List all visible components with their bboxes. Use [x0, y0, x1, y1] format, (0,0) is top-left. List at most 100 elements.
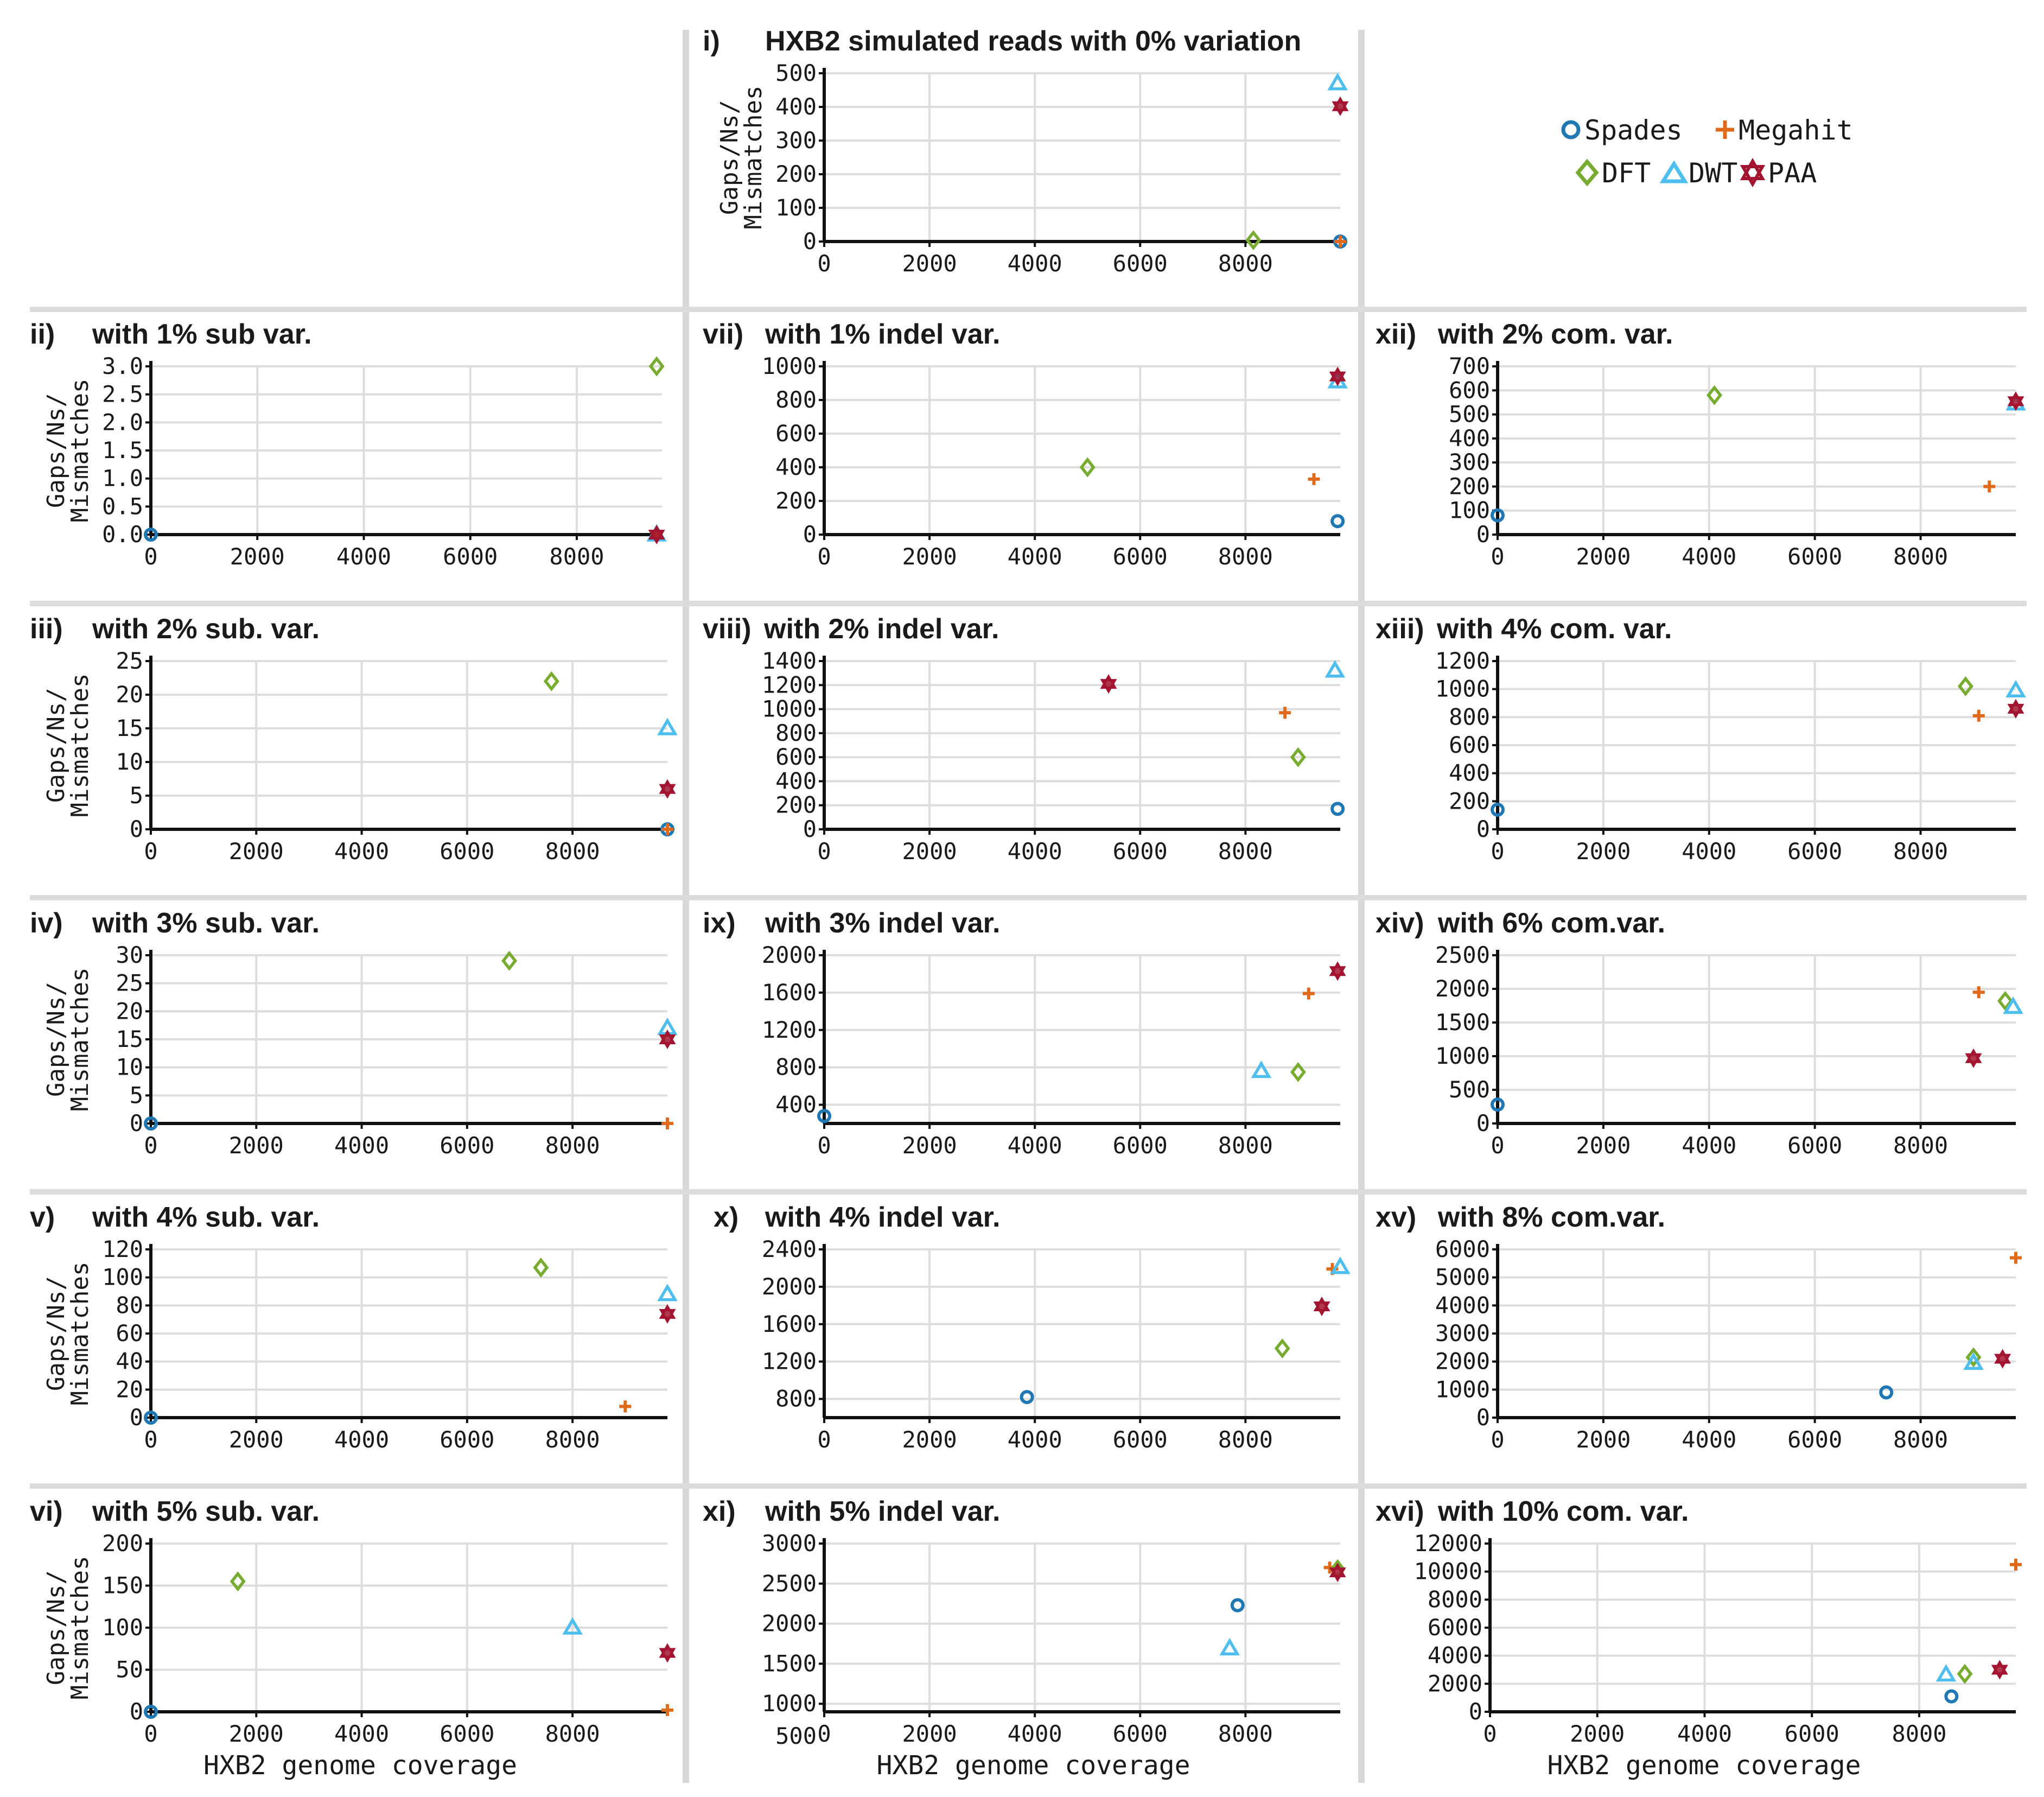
y-tick-label: 100 — [102, 1264, 143, 1291]
chart-panel-number: ii) — [30, 319, 55, 350]
chart-point-spades — [144, 1411, 158, 1425]
chart-point-paa — [648, 524, 665, 545]
y-tick-label: 4000 — [1428, 1642, 1482, 1669]
y-tick-label: 1200 — [1435, 647, 1490, 674]
y-tick-label: 200 — [775, 161, 817, 187]
chart-point-spades — [1879, 1385, 1894, 1400]
y-tick-label: 0 — [130, 816, 143, 842]
x-tick-label: 2000 — [902, 1132, 957, 1159]
x-tick-label: 0 — [144, 543, 157, 570]
x-tick-label: 4000 — [1008, 1426, 1062, 1453]
y-tick-label: 0.5 — [102, 493, 143, 519]
x-tick-label: 4000 — [1682, 1132, 1736, 1159]
y-tick-label: 1400 — [762, 647, 817, 674]
y-tick-label: 6000 — [1435, 1236, 1490, 1262]
chart-point-paa — [659, 1304, 676, 1324]
x-tick-label: 0 — [1483, 1720, 1497, 1747]
chart-point-megahit — [2010, 1252, 2022, 1264]
y-tick-label: 300 — [775, 127, 817, 154]
y-tick-label: 2500 — [762, 1570, 817, 1597]
chart-point-paa — [659, 1643, 676, 1663]
x-tick-label: 0 — [144, 1132, 157, 1159]
x-tick-label: 2000 — [902, 543, 957, 570]
chart-panel-viii: viii) with 2% indel var.0 2000 4000 6000 8000… — [703, 613, 1346, 865]
x-axis-label: HXB2 genome coverage — [203, 1750, 517, 1781]
chart-point-spades — [817, 1109, 831, 1123]
x-tick-label: 6000 — [1787, 838, 1842, 865]
chart-point-paa — [1994, 1349, 2011, 1369]
chart-point-dft — [1079, 457, 1096, 478]
y-tick-label: 2500 — [1435, 942, 1490, 968]
y-tick-label: 800 — [775, 386, 817, 413]
y-tick-label: 2.5 — [102, 381, 143, 408]
legend-dwt-marker — [1659, 160, 1689, 183]
y-axis-label-line: Mismatches — [66, 1556, 94, 1700]
chart-point-spades — [1330, 802, 1345, 816]
chart-point-dft — [1957, 1663, 1973, 1684]
x-tick-label: 8000 — [545, 1720, 600, 1747]
y-tick-label: 15 — [116, 715, 143, 741]
x-tick-label: 2000 — [1576, 1426, 1631, 1453]
y-tick-label: 1000 — [762, 353, 817, 379]
x-tick-label: 4000 — [1008, 838, 1062, 865]
chart-point-dwt — [562, 1617, 583, 1635]
chart-panel-i: i) HXB2 simulated reads with 0% variation… — [703, 26, 1349, 277]
chart-title: with 2% indel var. — [763, 613, 999, 645]
y-tick-label: 5000 — [1435, 1264, 1490, 1291]
separator-vertical — [1358, 30, 1365, 1783]
y-tick-label: 1200 — [762, 1348, 817, 1375]
y-axis-label: Gaps/Ns/Mismatches — [42, 1262, 94, 1406]
x-tick-label: 6000 — [1787, 1132, 1842, 1159]
x-tick-label: 6000 — [440, 838, 494, 865]
chart-title: with 3% sub. var. — [92, 907, 320, 939]
chart-panel-number: xvi) — [1376, 1496, 1424, 1527]
y-tick-label: 200 — [1449, 788, 1490, 814]
chart-panel-number: v) — [30, 1202, 55, 1233]
x-tick-label: 0 — [817, 1426, 831, 1453]
x-tick-label: 0 — [817, 1132, 831, 1159]
chart-point-paa — [659, 779, 676, 799]
chart-point-spades — [1020, 1390, 1034, 1405]
chart-panel-number: xii) — [1376, 319, 1416, 350]
chart-point-megahit — [1302, 987, 1315, 1000]
chart-point-paa — [1329, 961, 1346, 981]
y-tick-label: 1500 — [1435, 1009, 1490, 1036]
x-tick-label: 4000 — [1008, 1720, 1062, 1747]
y-tick-label: 1.5 — [102, 437, 143, 463]
y-axis-label: Gaps/Ns/Mismatches — [42, 968, 94, 1112]
y-tick-label: 1000 — [762, 696, 817, 722]
chart-point-spades — [144, 1705, 158, 1719]
chart-point-spades — [1491, 1097, 1505, 1112]
legend-megahit-marker — [1716, 120, 1734, 139]
panels: i) HXB2 simulated reads with 0% variation… — [30, 26, 2026, 1781]
x-tick-label: 8000 — [1893, 1426, 1948, 1453]
x-tick-label: 8000 — [1218, 1720, 1273, 1747]
x-tick-label: 6000 — [1787, 1426, 1842, 1453]
y-tick-label: 20 — [116, 681, 143, 708]
chart-panel-x: x) with 4% indel var. 0 2000 4000 6000 8000 800… — [714, 1202, 1351, 1453]
chart-point-dft — [1706, 385, 1723, 405]
x-tick-label: 0 — [1491, 838, 1504, 865]
y-tick-label: 600 — [775, 744, 817, 770]
y-tick-label: 5 — [130, 1082, 143, 1108]
y-tick-label: 25 — [116, 647, 143, 674]
chart-title: with 4% sub. var. — [92, 1202, 320, 1233]
chart-panel-iv: iv) with 3% sub. var.0 2000 4000 6000 8000051… — [30, 907, 678, 1159]
y-tick-label: 0 — [130, 1110, 143, 1136]
x-tick-label: 0 — [1491, 1426, 1504, 1453]
chart-point-dft — [648, 356, 665, 377]
y-tick-label: 2400 — [762, 1236, 817, 1262]
y-tick-label: 0 — [803, 816, 817, 842]
x-tick-label: 8000 — [1893, 1132, 1948, 1159]
x-tick-label: 0 — [817, 838, 831, 865]
x-tick-label: 4000 — [334, 838, 389, 865]
y-tick-label: 800 — [775, 720, 817, 746]
chart-point-spades — [144, 528, 158, 542]
legend-dwt-label: DWT — [1689, 157, 1737, 189]
x-tick-label: 2000 — [902, 1720, 957, 1747]
y-tick-label: 80 — [116, 1292, 143, 1318]
y-tick-label: 1.0 — [102, 465, 143, 492]
chart-point-dwt — [1963, 1352, 1984, 1370]
y-tick-label: 1000 — [762, 1690, 817, 1717]
y-tick-label: 150 — [102, 1572, 143, 1599]
